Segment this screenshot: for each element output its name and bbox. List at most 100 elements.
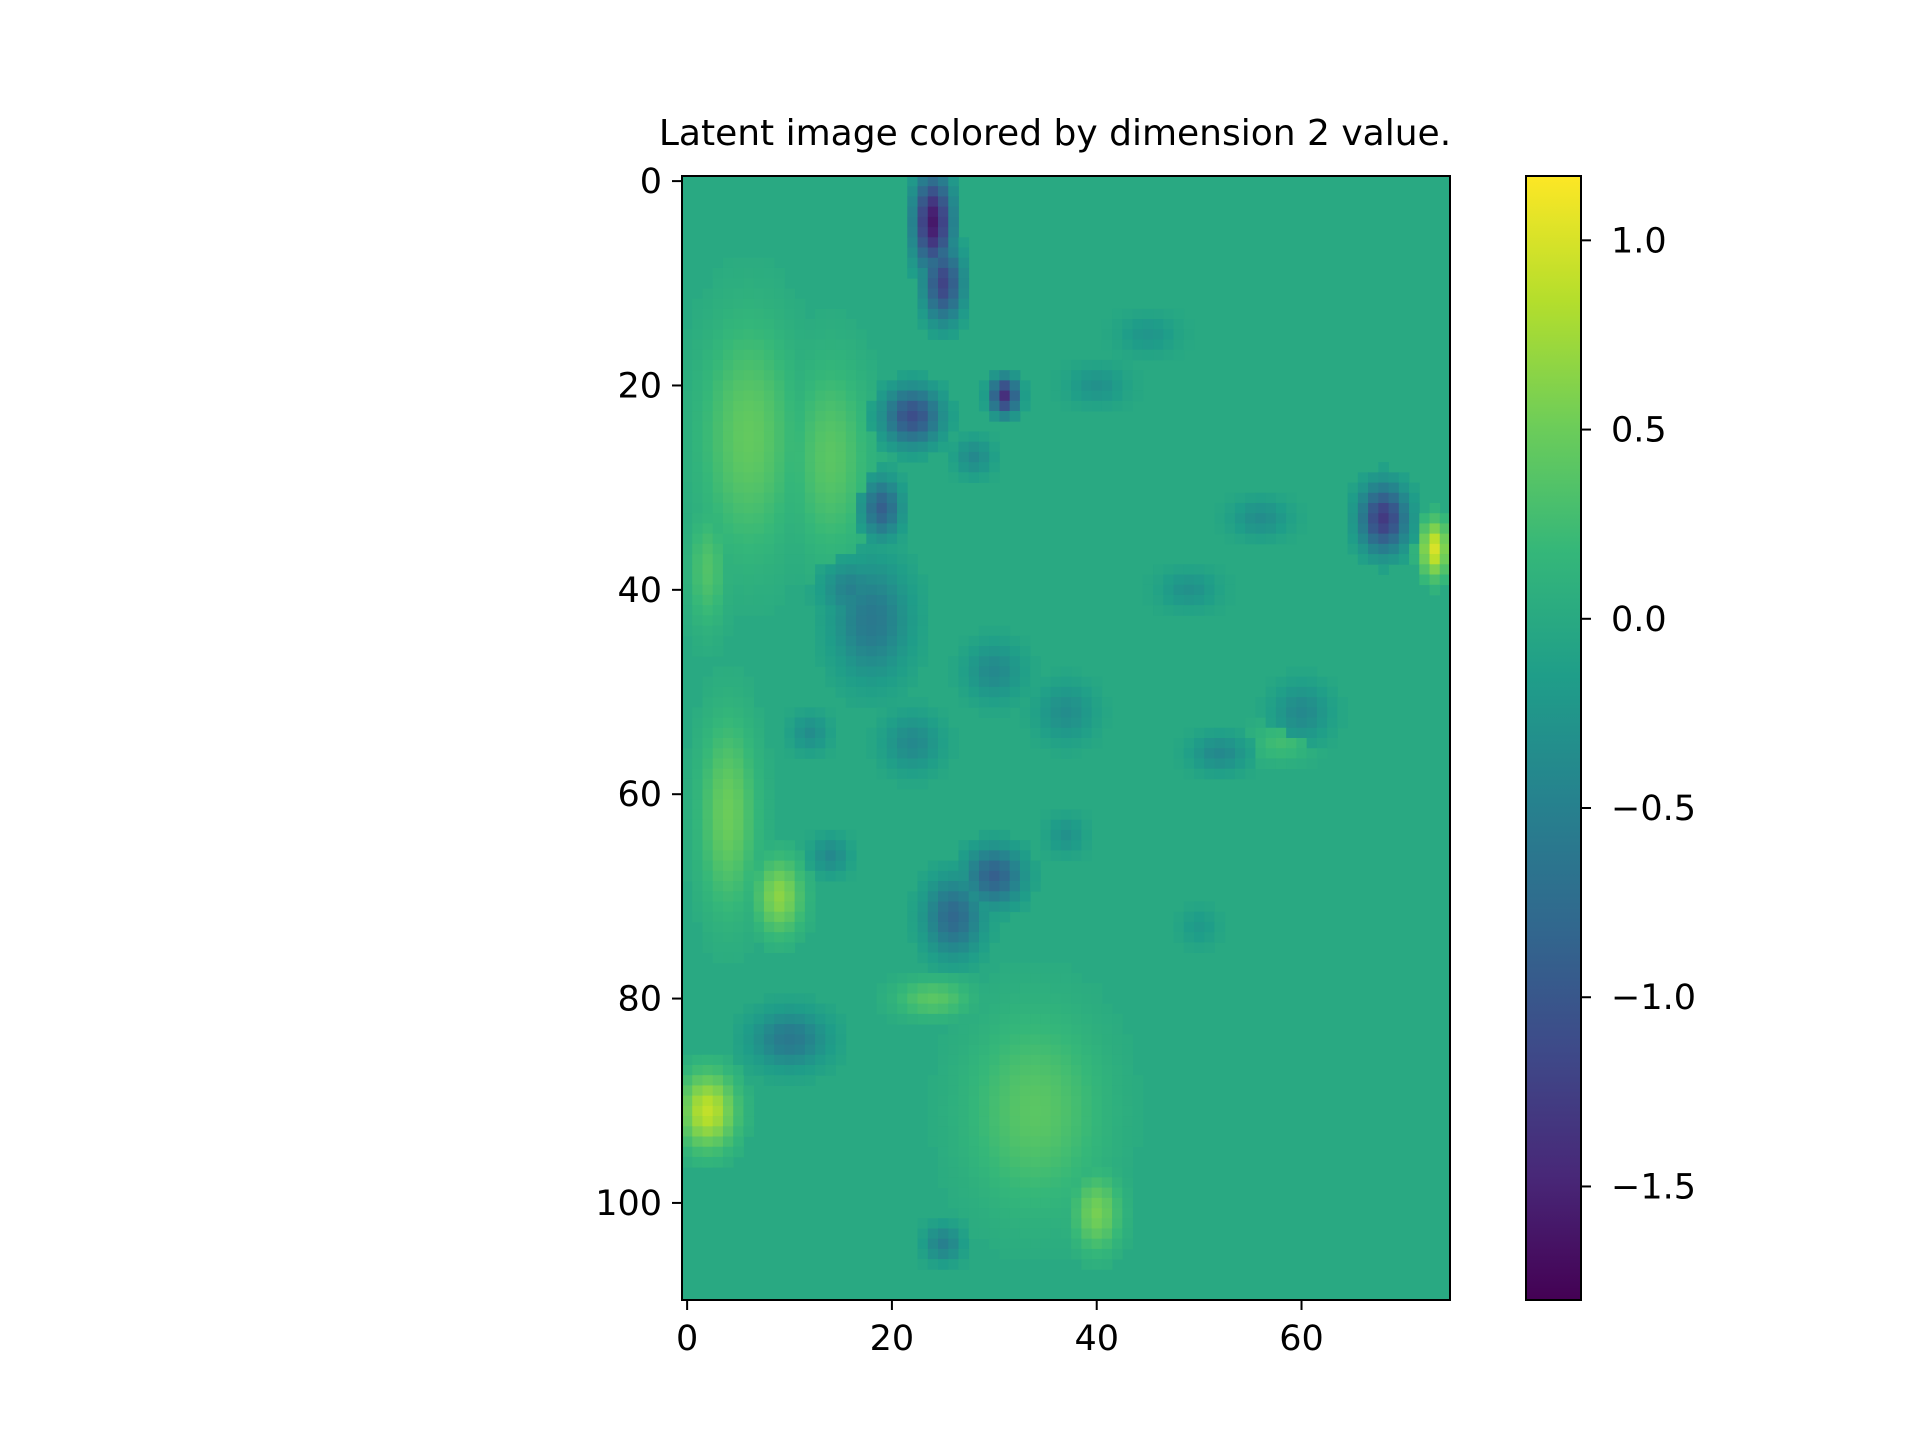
heatmap-cell [1101, 1197, 1113, 1209]
heatmap-cell [968, 942, 980, 953]
heatmap-cell [1040, 1248, 1072, 1260]
heatmap-cell [927, 227, 939, 238]
heatmap-cell [1030, 1034, 1041, 1045]
heatmap-cell [712, 564, 724, 575]
heatmap-cell [1091, 1197, 1103, 1209]
heatmap-cell [1378, 543, 1389, 555]
heatmap-cell [1009, 646, 1021, 657]
heatmap-cell [712, 799, 724, 810]
heatmap-cell [1050, 748, 1062, 759]
heatmap-cell [733, 584, 744, 596]
heatmap-cell [774, 1044, 785, 1056]
heatmap-cell [763, 513, 775, 524]
heatmap-cell [968, 901, 980, 913]
heatmap-cell [722, 319, 734, 330]
heatmap-cell [958, 1187, 970, 1199]
heatmap-cell [1081, 727, 1092, 739]
heatmap-cell [722, 686, 734, 698]
heatmap-cell [1060, 1003, 1072, 1015]
heatmap-cell [1112, 1013, 1123, 1025]
heatmap-cell [948, 257, 959, 269]
heatmap-cell [1112, 1054, 1123, 1066]
heatmap-cell [1214, 748, 1226, 759]
heatmap-cell [702, 932, 714, 943]
heatmap-cell [763, 758, 775, 770]
heatmap-cell [763, 594, 775, 606]
heatmap-cell [722, 819, 734, 831]
heatmap-cell [1081, 380, 1092, 391]
heatmap-cell [1112, 349, 1123, 361]
heatmap-cell [897, 523, 908, 535]
heatmap-cell [692, 513, 703, 524]
heatmap-cell [1337, 707, 1348, 718]
heatmap-cell [1101, 1085, 1113, 1097]
heatmap-cell [845, 594, 857, 606]
heatmap-cell [774, 441, 785, 453]
heatmap-cell [733, 840, 744, 851]
heatmap-cell [917, 380, 929, 391]
heatmap-cell [1194, 564, 1205, 575]
heatmap-cell [815, 513, 826, 524]
heatmap-cell [1378, 502, 1389, 514]
heatmap-cell [1071, 1034, 1082, 1045]
heatmap-cell [733, 1064, 744, 1076]
heatmap-cell [712, 411, 724, 422]
heatmap-cell [958, 1126, 970, 1137]
heatmap-cell [1183, 758, 1195, 770]
heatmap-cell [1204, 574, 1215, 586]
heatmap-cell [1112, 390, 1123, 402]
heatmap-cell [1101, 339, 1113, 351]
heatmap-cell [1122, 1177, 1133, 1188]
heatmap-cell [784, 921, 796, 933]
heatmap-cell [763, 911, 775, 923]
heatmap-cell [938, 176, 949, 187]
heatmap-cell [845, 840, 857, 851]
heatmap-cell [815, 594, 826, 606]
heatmap-cell [743, 748, 755, 759]
heatmap-cell [1071, 697, 1082, 708]
heatmap-cell [774, 1075, 785, 1086]
heatmap-cell [999, 850, 1011, 862]
heatmap-cell [733, 308, 744, 320]
heatmap-cell [1050, 1013, 1062, 1025]
heatmap-cell [1081, 1167, 1092, 1178]
heatmap-cell [989, 1146, 1000, 1158]
heatmap-cell [743, 942, 755, 953]
heatmap-cell [753, 850, 765, 862]
heatmap-cell [1009, 881, 1021, 892]
heatmap-cell [1112, 380, 1123, 391]
heatmap-cell [743, 921, 755, 933]
heatmap-cell [763, 523, 775, 535]
heatmap-cell [712, 778, 724, 790]
heatmap-cell [825, 666, 836, 678]
heatmap-cell [1234, 523, 1246, 535]
heatmap-cell [1050, 666, 1062, 678]
heatmap-cell [886, 574, 898, 586]
heatmap-cell [804, 594, 816, 606]
heatmap-cell [1153, 308, 1164, 320]
heatmap-cell [927, 1013, 939, 1025]
heatmap-cell [1030, 666, 1041, 678]
heatmap-cell [1071, 1095, 1082, 1107]
heatmap-cell [682, 411, 693, 422]
heatmap-cell [1337, 697, 1348, 708]
heatmap-cell [978, 380, 990, 391]
heatmap-cell [927, 329, 939, 340]
heatmap-cell [907, 421, 918, 432]
heatmap-cell [938, 237, 949, 248]
heatmap-cell [794, 1075, 806, 1086]
heatmap-cell [866, 502, 877, 514]
heatmap-cell [815, 635, 826, 647]
heatmap-cell [825, 431, 836, 443]
heatmap-cell [989, 1208, 1000, 1219]
heatmap-cell [1050, 1105, 1062, 1117]
heatmap-cell [1101, 1238, 1113, 1250]
heatmap-cell [1050, 738, 1062, 749]
heatmap-cell [917, 1238, 929, 1250]
heatmap-cell [1040, 1187, 1052, 1199]
heatmap-cell [845, 359, 857, 371]
heatmap-cell [1245, 523, 1256, 535]
heatmap-cell [1388, 554, 1400, 565]
heatmap-cell [825, 533, 836, 545]
